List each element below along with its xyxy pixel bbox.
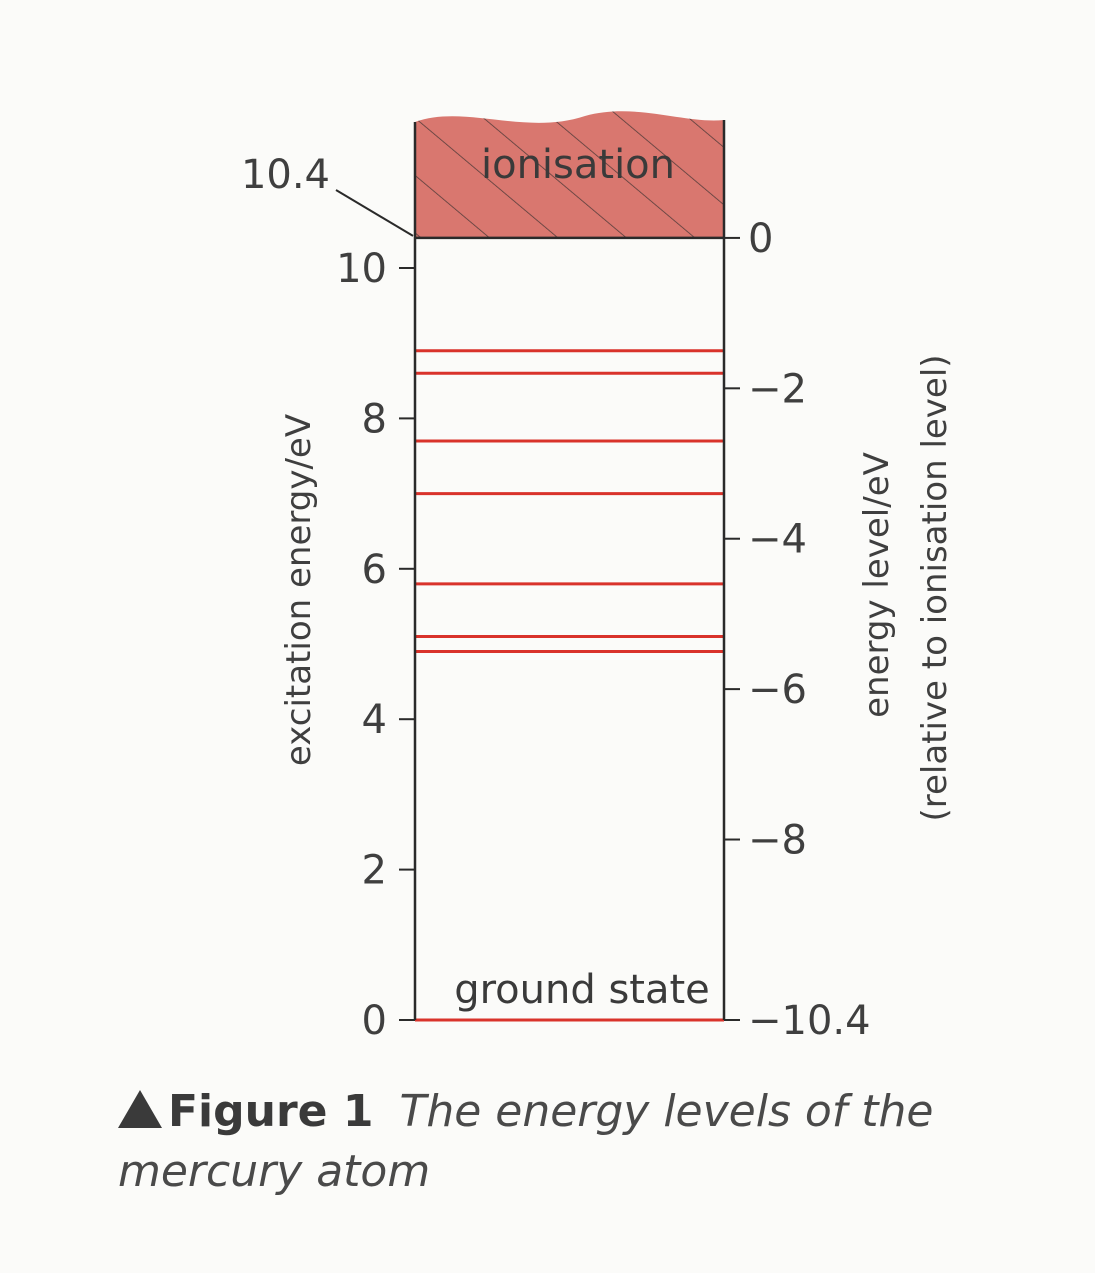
left-tick-label: 4 [362,697,387,743]
ground-state-label: ground state [454,967,710,1013]
right-axis-title-line1: energy level/eV [857,452,897,718]
ionisation-hatching [415,111,724,238]
right-tick-label: −2 [748,366,807,412]
ionisation-label: ionisation [481,142,675,188]
left-tick-label: 6 [362,547,387,593]
ionisation-energy-label: 10.4 [241,152,330,198]
right-axis-ticks: 0 −2 −4 −6 −8 −10.4 [724,216,871,1044]
energy-level-diagram: ionisation 10.4 0 2 4 6 8 10 0 −2 −4 −6 −8 −10.4 g… [241,111,955,1044]
left-axis-ticks: 0 2 4 6 8 10 [336,246,415,1044]
left-tick-label: 8 [362,396,387,442]
right-tick-label: −6 [748,667,807,713]
left-tick-label: 2 [362,848,387,894]
figure-caption: Figure 1 The energy levels of the mercury… [118,1082,1018,1202]
left-tick-label: 10 [336,246,387,292]
caption-text: The energy levels of the mercury atom [118,1086,934,1197]
right-tick-label: −8 [748,818,807,864]
left-axis-title: excitation energy/eV [279,414,319,766]
right-axis-title-line2: (relative to ionisation level) [915,354,955,821]
right-tick-label: 0 [748,216,773,262]
figure-number: Figure 1 [168,1086,374,1137]
left-tick-label: 0 [362,998,387,1044]
triangle-icon [118,1090,162,1128]
ionisation-energy-pointer [335,189,414,237]
energy-levels [415,349,724,1022]
right-tick-label: −10.4 [748,998,871,1044]
right-tick-label: −4 [748,517,807,563]
